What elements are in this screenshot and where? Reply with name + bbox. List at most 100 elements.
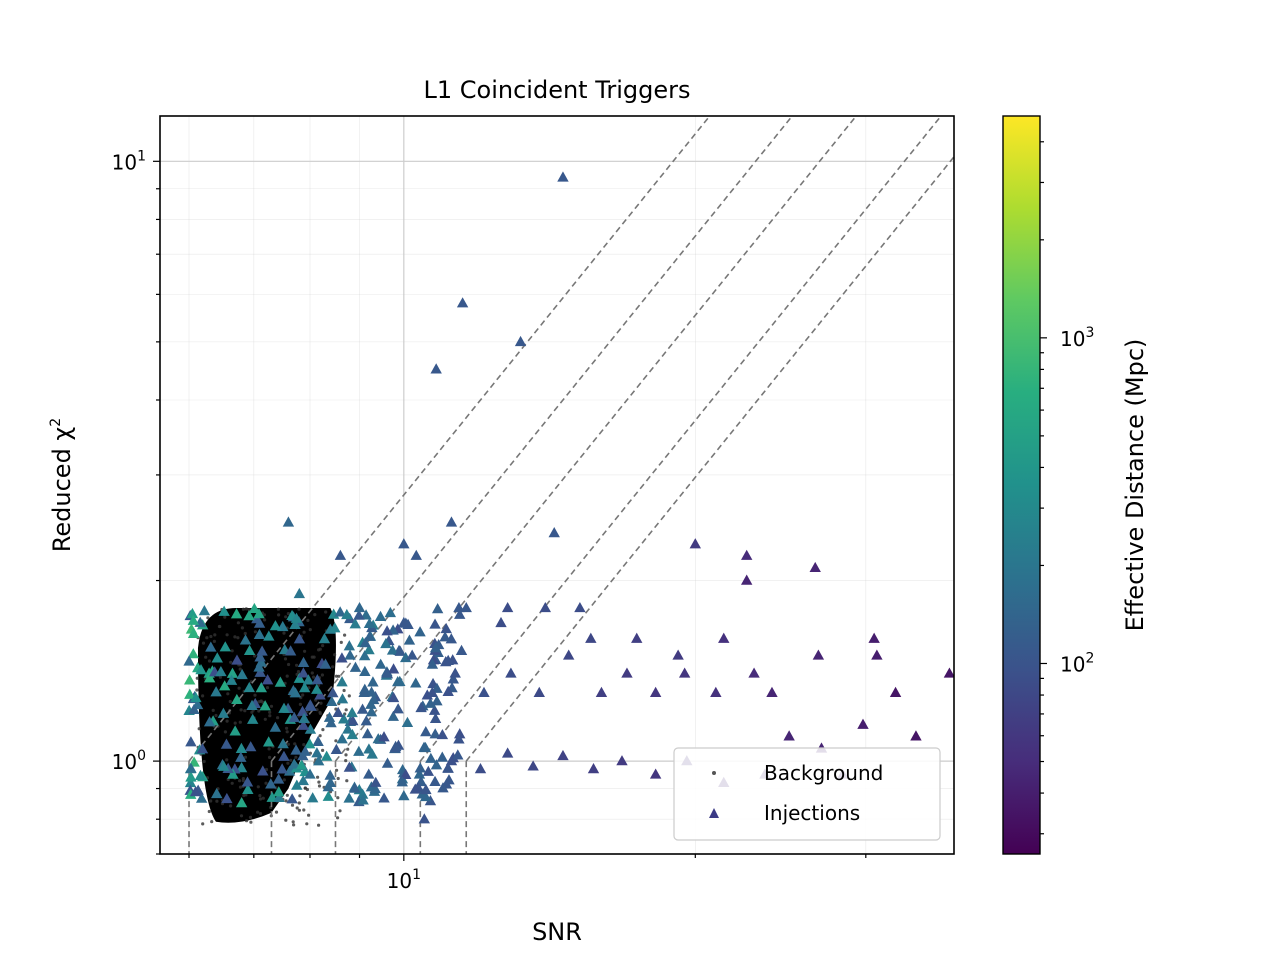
background-point [259,797,263,801]
injection-marker [298,682,311,693]
injection-marker [262,736,275,747]
injection-marker [263,630,275,641]
injection-marker [621,667,633,678]
background-point [293,742,297,746]
injection-marker [398,616,410,628]
injection-marker [185,762,197,773]
injection-marker [360,609,372,620]
injection-marker [290,612,303,623]
injection-marker [343,792,355,803]
colorbar-tick-label-exponent: 3 [1085,325,1094,341]
injection-marker [445,516,458,527]
injection-marker [501,747,514,758]
y-tick-label-exponent: 1 [137,148,146,164]
background-point [321,728,325,732]
injection-marker [299,745,311,756]
injection-marker [349,661,362,672]
injection-marker [392,703,404,714]
background-point [268,714,272,718]
background-point [321,748,325,753]
injection-marker [235,751,247,762]
injection-marker [244,741,257,752]
injection-marker [527,760,539,771]
background-point [284,799,288,803]
injection-marker [533,686,545,697]
x-axis-title: SNR [532,918,582,946]
injection-marker [332,706,344,718]
injection-marker [437,782,449,793]
injection-marker [253,608,265,619]
injection-marker [290,744,302,755]
background-point [244,793,248,797]
injection-marker [311,674,324,685]
injection-marker [241,776,254,787]
injection-marker [361,728,374,739]
injection-marker [304,768,316,779]
injection-marker [226,667,239,678]
background-point [303,649,307,653]
background-point [337,674,341,678]
background-point [342,688,346,693]
injection-marker [183,674,196,685]
injection-marker [442,685,454,696]
injection-marker [366,748,378,759]
injection-marker [217,707,230,718]
injection-marker [235,761,248,773]
background-point [317,784,322,788]
injection-marker [398,790,410,801]
injection-marker [370,776,382,787]
background-point [202,759,206,764]
injection-marker [562,649,575,660]
injection-marker [616,755,628,766]
injection-marker [740,549,753,560]
injection-marker [198,605,211,616]
injection-marker [414,762,426,773]
background-point [244,819,249,823]
injection-marker [225,674,238,685]
injection-marker [274,676,287,687]
injection-marker [649,686,662,697]
injection-marker [194,769,207,780]
background-point [301,693,305,697]
injection-marker [336,652,348,663]
injection-marker [320,750,333,761]
background-point [201,641,206,645]
background-point [344,708,348,712]
injection-marker [365,698,377,709]
background-point [282,778,286,782]
injection-marker [220,738,233,749]
injection-marker [183,655,195,666]
injection-marker [278,750,290,761]
background-point [333,653,337,657]
injection-marker [857,718,869,729]
injection-marker [359,637,372,648]
injection-marker [436,728,449,740]
injection-marker [358,686,370,697]
background-point [236,636,240,640]
background-point [269,704,274,708]
injection-marker [740,574,753,585]
background-point [225,719,229,723]
injection-marker [431,695,443,706]
injection-marker [365,706,378,717]
injection-marker [456,297,469,308]
background-point [207,659,212,663]
injection-marker [247,713,259,724]
injection-marker [319,658,332,669]
background-point [238,667,242,671]
background-point [318,647,322,651]
injection-marker [276,763,288,774]
background-point [336,816,340,820]
injection-marker [342,723,354,734]
injection-marker [429,642,442,653]
background-point [263,618,267,622]
background-point [211,708,215,713]
background-point [195,688,199,692]
background-point [253,693,257,697]
injection-marker [278,702,290,713]
injection-marker [429,618,441,629]
injection-marker [218,680,231,691]
injection-marker [235,742,248,754]
injection-marker [304,723,317,734]
